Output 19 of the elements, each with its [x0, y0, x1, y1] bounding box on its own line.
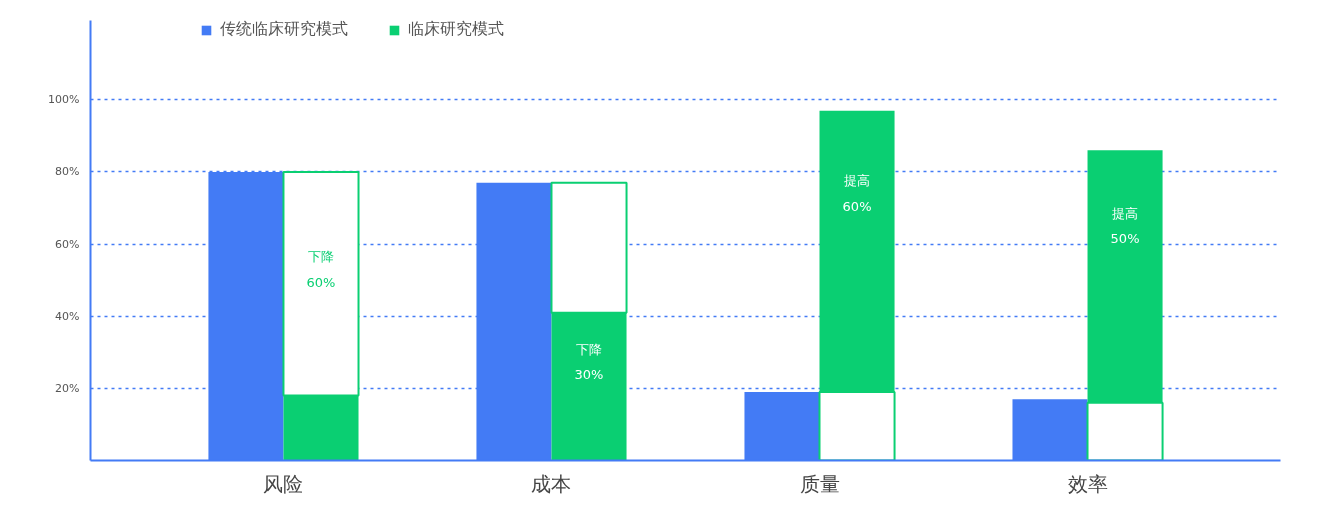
legend-label: 传统临床研究模式 [220, 19, 348, 40]
x-tick-label: 风险 [263, 471, 304, 496]
y-tick-label: 80% [55, 165, 80, 179]
y-tick-label: 40% [55, 309, 80, 323]
annotation: 60% [306, 274, 336, 290]
annotation: 提高 [1112, 205, 1139, 221]
y-tick-label: 20% [55, 381, 80, 395]
x-tick-label: 效率 [1067, 471, 1108, 496]
annotation: 下降 [308, 249, 334, 265]
annotation: 50% [1110, 231, 1140, 247]
annotation: 60% [842, 198, 872, 214]
legend-label: 临床研究模式 [408, 19, 504, 40]
annotation: 提高 [844, 173, 871, 189]
x-tick-label: 成本 [531, 471, 572, 496]
annotation: 下降 [576, 342, 603, 358]
y-tick-label: 60% [55, 237, 80, 251]
annotation: 30% [574, 367, 604, 383]
y-tick-label: 100% [48, 93, 80, 107]
x-tick-label: 质量 [799, 471, 840, 496]
